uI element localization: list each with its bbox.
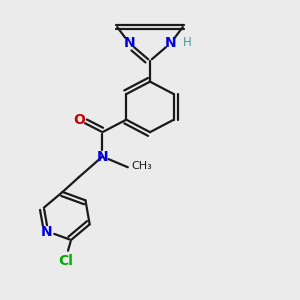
Text: N: N — [97, 149, 108, 164]
Text: N: N — [123, 36, 135, 50]
Text: N: N — [41, 225, 52, 238]
Text: O: O — [73, 113, 85, 127]
Text: CH₃: CH₃ — [132, 161, 152, 171]
Text: Cl: Cl — [58, 254, 73, 268]
Text: H: H — [183, 36, 191, 49]
Text: N: N — [165, 36, 177, 50]
